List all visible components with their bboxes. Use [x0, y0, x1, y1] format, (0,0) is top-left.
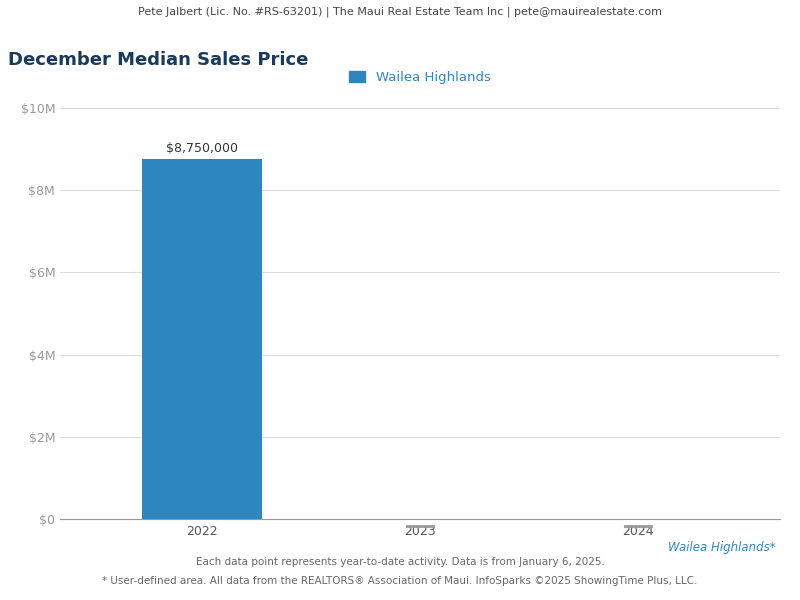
Bar: [142, 160, 262, 519]
Text: Each data point represents year-to-date activity. Data is from January 6, 2025.: Each data point represents year-to-date …: [195, 557, 605, 567]
Text: December Median Sales Price: December Median Sales Price: [8, 51, 308, 69]
Legend: Wailea Highlands: Wailea Highlands: [344, 65, 496, 89]
Text: * User-defined area. All data from the REALTORS® Association of Maui. InfoSparks: * User-defined area. All data from the R…: [102, 576, 698, 586]
Text: Pete Jalbert (Lic. No. #RS-63201) | The Maui Real Estate Team Inc | pete@mauirea: Pete Jalbert (Lic. No. #RS-63201) | The …: [138, 6, 662, 17]
Text: $8,750,000: $8,750,000: [166, 142, 238, 155]
Text: Wailea Highlands*: Wailea Highlands*: [668, 541, 776, 554]
